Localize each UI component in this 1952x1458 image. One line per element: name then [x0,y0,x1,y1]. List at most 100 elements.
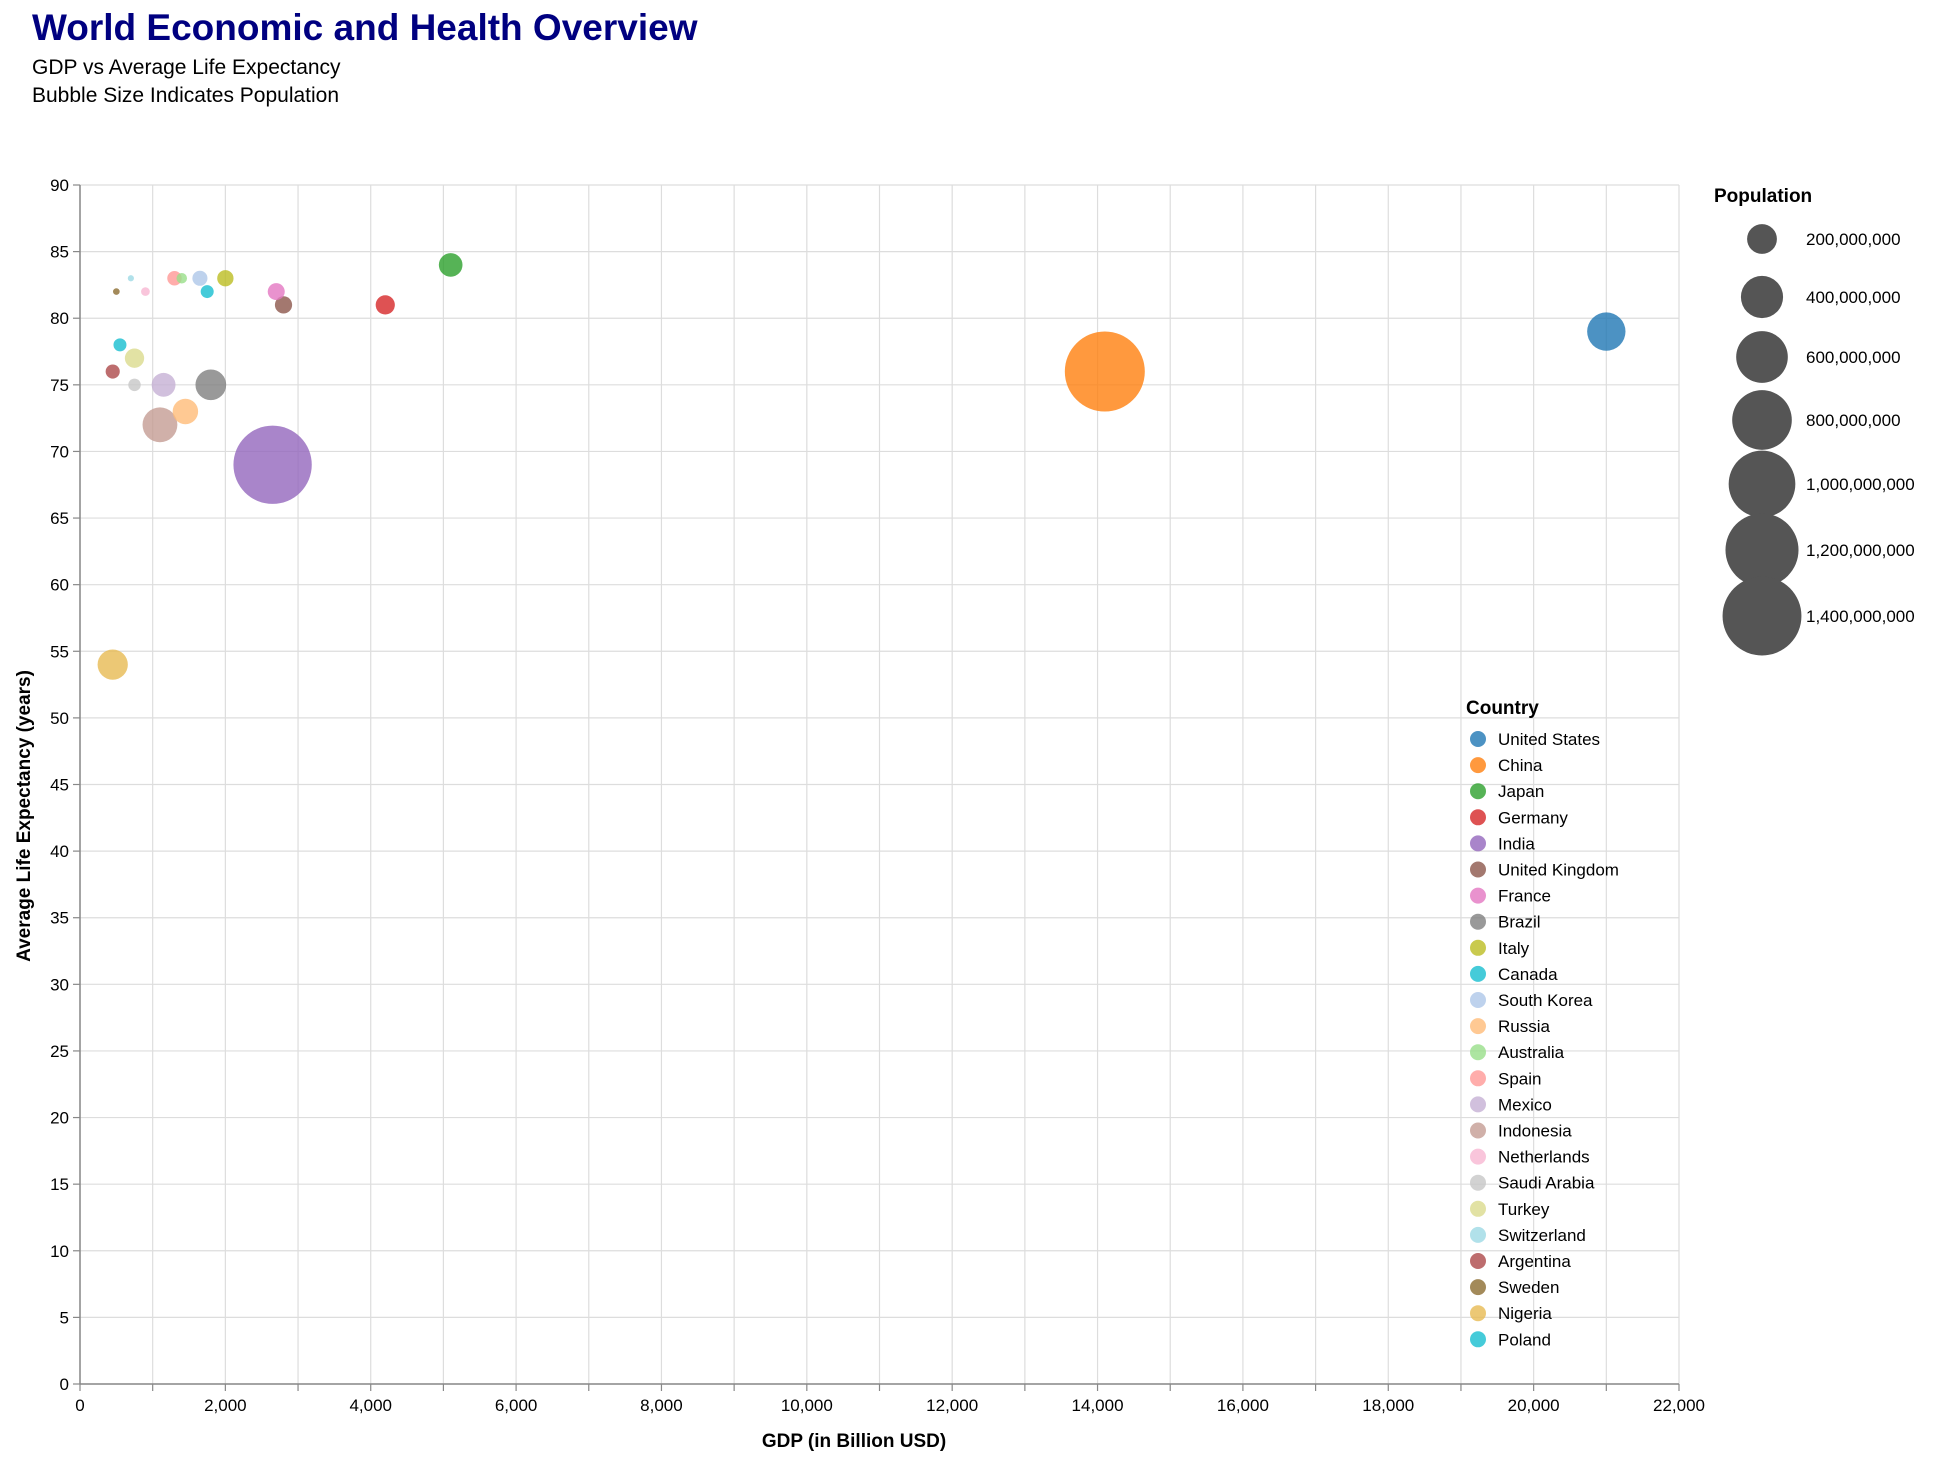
x-tick-label: 20,000 [1508,1396,1560,1415]
bubble-switzerland[interactable] [127,275,134,282]
legend-label-brazil: Brazil [1498,913,1541,932]
bubble-australia[interactable] [176,272,188,284]
bubble-netherlands[interactable] [141,287,150,296]
y-tick-label: 75 [50,376,69,395]
legend-label-united-kingdom: United Kingdom [1498,861,1619,880]
x-axis-title: GDP (in Billion USD) [762,1431,946,1452]
legend-label-germany: Germany [1498,808,1568,827]
size-legend-symbol [1736,331,1788,383]
legend-swatch-china [1470,757,1486,774]
legend-label-switzerland: Switzerland [1498,1226,1586,1245]
chart-subtitle-2: Bubble Size Indicates Population [32,84,339,107]
x-tick-label: 8,000 [640,1396,683,1415]
y-tick-label: 25 [50,1042,69,1061]
bubble-india[interactable] [233,425,312,504]
color-legend: United States China Japan Germany India Unite… [1470,730,1619,1349]
y-axis-title: Average Life Expectancy (years) [14,670,35,962]
size-legend-label: 600,000,000 [1806,348,1901,367]
y-tick-label: 50 [50,709,69,728]
legend-label-saudi-arabia: Saudi Arabia [1498,1174,1595,1193]
bubble-united-kingdom[interactable] [274,296,293,314]
legend-label-netherlands: Netherlands [1498,1148,1590,1167]
bubble-brazil[interactable] [195,369,227,401]
axes: 0 2,000 4,000 6,000 8,000 10,000 12,000 14,000 1… [50,176,1705,1415]
y-tick-label: 90 [50,176,69,195]
y-tick-label: 10 [50,1242,69,1261]
legend-swatch-russia [1470,1018,1486,1035]
size-legend-label: 1,000,000,000 [1806,475,1915,494]
grid-lines [79,184,1680,1385]
legend-swatch-nigeria [1470,1305,1486,1322]
legend-swatch-switzerland [1470,1226,1486,1243]
bubble-france[interactable] [267,283,285,301]
legend-swatch-germany [1470,809,1486,826]
legend-label-sweden: Sweden [1498,1278,1559,1297]
y-tick-label: 40 [50,842,69,861]
bubble-china[interactable] [1064,331,1145,412]
chart-subtitle-1: GDP vs Average Life Expectancy [32,56,341,79]
legend-swatch-france [1470,887,1486,904]
size-legend-symbol [1728,450,1796,518]
x-tick-label: 18,000 [1362,1396,1414,1415]
bubble-nigeria[interactable] [97,649,128,680]
y-tick-label: 80 [50,309,69,328]
y-tick-label: 65 [50,509,69,528]
legend-swatch-japan [1470,783,1486,800]
legend-label-australia: Australia [1498,1043,1565,1062]
x-tick-label: 14,000 [1072,1396,1124,1415]
legend-label-italy: Italy [1498,939,1530,958]
legend-label-poland: Poland [1498,1330,1551,1349]
legend-swatch-india [1470,835,1486,852]
legend-swatch-brazil [1470,913,1486,930]
legend-label-japan: Japan [1498,782,1544,801]
y-tick-label: 15 [50,1175,69,1194]
legend-label-france: France [1498,887,1551,906]
bubble-mexico[interactable] [151,372,176,397]
legend-swatch-united-states [1470,731,1486,747]
bubble-italy[interactable] [217,270,234,287]
x-tick-label: 4,000 [349,1396,392,1415]
legend-label-canada: Canada [1498,965,1558,984]
bubble-sweden[interactable] [113,288,120,295]
legend-swatch-saudi-arabia [1470,1174,1486,1191]
legend-swatch-spain [1470,1070,1486,1087]
bubble-japan[interactable] [438,253,463,277]
size-legend-label: 1,200,000,000 [1806,541,1915,560]
legend-label-russia: Russia [1498,1017,1551,1036]
legend-label-india: India [1498,834,1535,853]
bubble-turkey[interactable] [124,348,145,368]
chart-title: World Economic and Health Overview [32,7,698,48]
bubble-poland[interactable] [113,338,127,352]
bubble-south-korea[interactable] [192,270,208,286]
bubble-argentina[interactable] [105,364,120,379]
bubble-germany[interactable] [375,295,395,315]
y-tick-label: 70 [50,442,69,461]
legend-label-south-korea: South Korea [1498,991,1593,1010]
color-legend-title: Country [1466,698,1539,719]
legend-swatch-australia [1470,1044,1486,1061]
legend-swatch-mexico [1470,1096,1486,1113]
y-tick-label: 45 [50,776,69,795]
legend-swatch-indonesia [1470,1122,1486,1139]
bubble-united-states[interactable] [1587,312,1626,351]
legend-label-argentina: Argentina [1498,1252,1571,1271]
x-tick-label: 12,000 [926,1396,978,1415]
bubble-saudi-arabia[interactable] [128,378,141,392]
size-legend-title: Population [1714,186,1812,207]
size-legend-label: 800,000,000 [1806,411,1901,430]
legend-swatch-united-kingdom [1470,861,1486,878]
size-legend-symbol [1725,513,1799,587]
x-tick-label: 16,000 [1217,1396,1269,1415]
bubble-canada[interactable] [200,285,214,299]
bubble-russia[interactable] [172,398,199,425]
size-legend-label: 200,000,000 [1806,230,1901,249]
bubble-indonesia[interactable] [142,407,178,443]
legend-label-spain: Spain [1498,1069,1541,1088]
legend-swatch-sweden [1470,1279,1486,1296]
y-tick-label: 5 [60,1308,69,1327]
x-tick-label: 10,000 [781,1396,833,1415]
size-legend-label: 1,400,000,000 [1806,607,1915,626]
size-legend-label: 400,000,000 [1806,288,1901,307]
legend-swatch-netherlands [1470,1148,1486,1165]
